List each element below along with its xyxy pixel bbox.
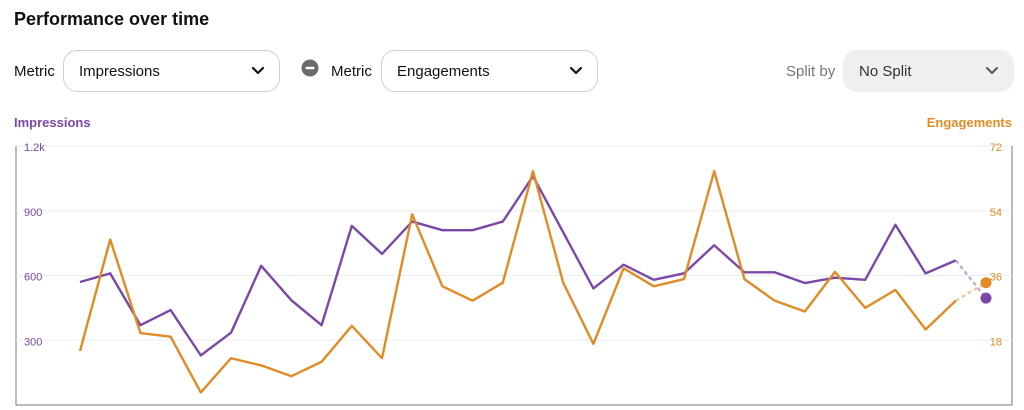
left-tick-label: 900 [24, 207, 42, 219]
metric-2-value: Engagements [397, 62, 490, 80]
right-tick-label: 72 [990, 142, 1002, 154]
split-by-value: No Split [859, 62, 912, 80]
engagements-last-point [980, 277, 992, 289]
left-tick-label: 300 [24, 336, 42, 348]
split-by-select[interactable]: No Split [843, 50, 1014, 92]
engagements-projected-segment [955, 281, 987, 302]
chevron-down-icon [251, 66, 265, 75]
minus-circle-icon[interactable] [301, 59, 319, 77]
metric-1-value: Impressions [79, 62, 160, 80]
engagements-series-line [78, 169, 957, 394]
metric-2-select[interactable]: Engagements [381, 50, 598, 92]
impressions-projected-segment [954, 259, 987, 299]
left-axis-title: Impressions [14, 115, 91, 130]
left-tick-label: 600 [24, 272, 42, 284]
page-title: Performance over time [14, 9, 210, 29]
metric-2-label: Metric [331, 63, 372, 80]
impressions-series-line [79, 175, 957, 357]
performance-line-chart: 300 600 900 1.2k 18 36 54 72 [15, 142, 1013, 406]
metric-1-label: Metric [14, 63, 55, 80]
metric-1-select[interactable]: Impressions [63, 50, 280, 92]
split-by-label: Split by [786, 63, 836, 80]
right-axis-title: Engagements [926, 115, 1012, 130]
impressions-last-point [980, 292, 992, 304]
left-tick-label: 1.2k [24, 142, 45, 154]
right-tick-label: 54 [990, 207, 1002, 219]
right-tick-label: 36 [990, 272, 1002, 284]
chevron-down-icon [986, 67, 998, 74]
chevron-down-icon [569, 66, 583, 75]
right-tick-label: 18 [990, 336, 1002, 348]
